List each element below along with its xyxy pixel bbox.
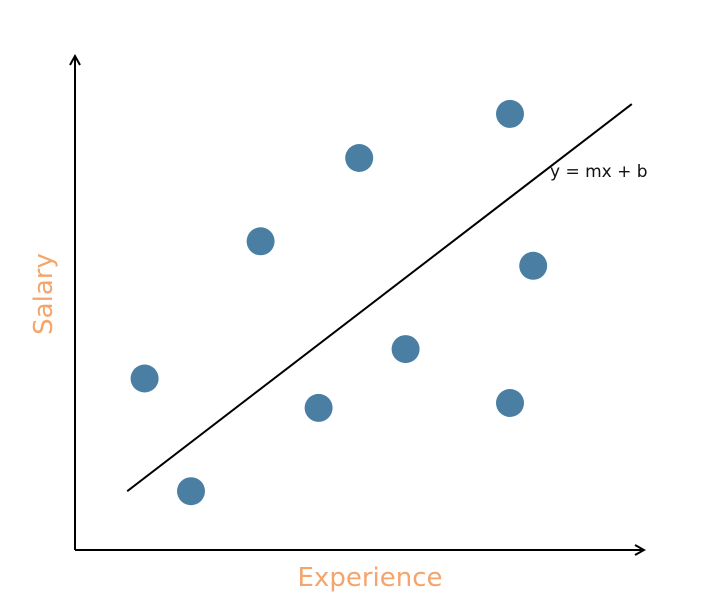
data-point-5 <box>345 144 374 172</box>
equation-label: y = mx + b <box>550 162 648 182</box>
data-point-4 <box>304 393 333 422</box>
data-point-8 <box>496 99 524 128</box>
x-axis-label: Experience <box>298 563 443 593</box>
regression-line <box>126 103 633 492</box>
data-point-3 <box>246 227 275 256</box>
data-point-6 <box>391 335 420 364</box>
data-point-9 <box>519 251 548 280</box>
y-axis-label: Salary <box>29 253 59 335</box>
data-point-2 <box>177 477 205 506</box>
data-point-7 <box>496 389 524 417</box>
data-points <box>130 99 548 506</box>
data-point-1 <box>130 364 159 393</box>
